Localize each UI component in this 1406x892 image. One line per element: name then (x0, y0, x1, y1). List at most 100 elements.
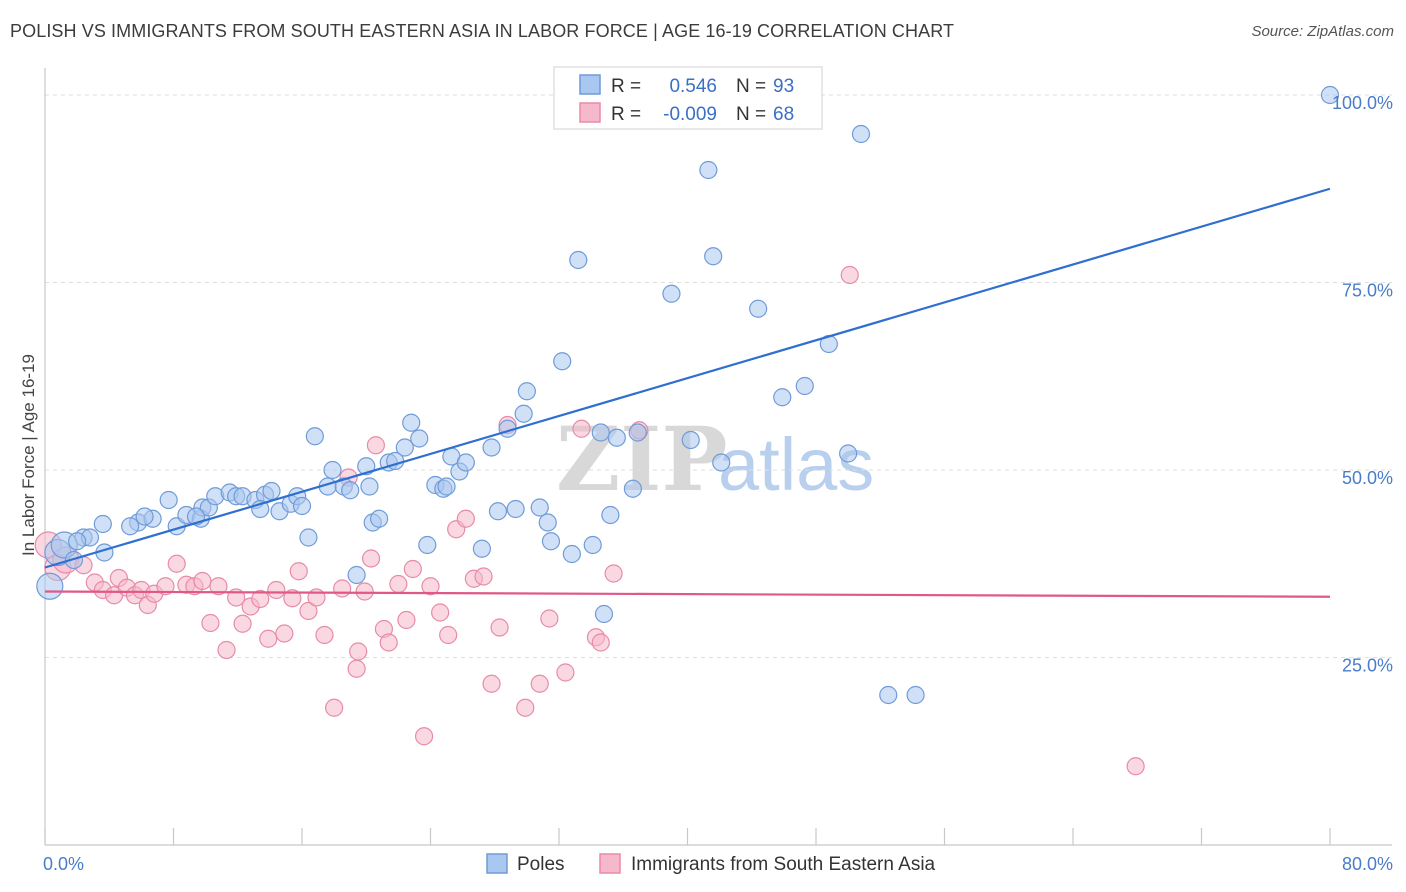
poles-point-12 (159, 490, 178, 510)
poles-point-32 (341, 481, 360, 500)
immigrants-point-24 (251, 589, 270, 609)
poles-point-28 (305, 427, 324, 446)
immigrants-point-28 (283, 589, 302, 608)
stats-n-label-pink: N = (736, 104, 766, 125)
poles-point-30 (323, 460, 342, 480)
poles-point-49 (482, 438, 501, 457)
poles-point-61 (591, 423, 610, 442)
poles-point-62 (594, 604, 614, 624)
stats-r-label-pink: R = (611, 104, 641, 125)
immigrants-point-53 (482, 674, 501, 693)
y-tick-label-1: 50.0% (1342, 468, 1393, 488)
poles-point-41 (410, 429, 429, 448)
poles-point-76 (839, 444, 858, 463)
poles-point-10 (121, 517, 140, 536)
immigrants-point-65 (840, 265, 859, 285)
poles-point-52 (514, 404, 533, 423)
immigrants-point-20 (217, 640, 236, 660)
poles-point-65 (623, 479, 642, 498)
immigrants-point-56 (516, 698, 535, 717)
immigrants-point-19 (209, 577, 228, 596)
immigrants-point-63 (604, 564, 623, 583)
immigrants-point-13 (156, 577, 175, 596)
immigrants-trend-line (44, 590, 1331, 598)
immigrants-point-22 (233, 614, 252, 633)
poles-point-36 (370, 509, 389, 528)
poles-point-86 (135, 507, 154, 526)
stats-n-value-blue: 93 (773, 76, 794, 97)
poles-point-58 (562, 544, 581, 564)
pink-series-points (34, 265, 1145, 776)
y-axis-label: In Labor Force | Age 16-19 (19, 354, 38, 556)
immigrants-point-38 (361, 549, 381, 568)
poles-point-64 (607, 428, 626, 447)
immigrants-point-50 (456, 509, 475, 528)
axes (44, 68, 1392, 846)
poles-point-72 (749, 299, 768, 318)
poles-point-89 (360, 477, 379, 496)
poles-point-5 (93, 514, 112, 534)
series-legend-label-immigrants: Immigrants from South Eastern Asia (631, 854, 936, 875)
poles-point-54 (530, 498, 549, 517)
poles-point-69 (699, 160, 718, 180)
immigrants-point-47 (431, 603, 450, 622)
poles-point-67 (662, 284, 681, 303)
series-legend-label-poles: Poles (517, 854, 565, 875)
stats-r-value-blue: 0.546 (669, 76, 717, 97)
poles-point-39 (395, 438, 414, 457)
stats-legend-swatch-pink (579, 102, 601, 123)
y-tick-label-3: 100.0% (1332, 93, 1393, 113)
immigrants-point-44 (403, 559, 422, 579)
immigrants-point-26 (267, 580, 286, 600)
immigrants-point-62 (591, 633, 610, 652)
blue-series-points (36, 85, 1340, 705)
grid-lines (45, 94, 1392, 658)
watermark-atlas: atlas (718, 423, 874, 506)
immigrants-point-42 (389, 574, 408, 594)
stats-r-label-blue: R = (611, 76, 641, 97)
immigrants-point-45 (414, 727, 434, 746)
immigrants-point-46 (421, 577, 440, 596)
chart-source: Source: ZipAtlas.com (1251, 23, 1394, 40)
poles-point-77 (851, 124, 871, 144)
immigrants-point-30 (299, 601, 318, 621)
poles-trend-line (44, 187, 1331, 569)
poles-point-48 (472, 539, 491, 558)
poles-point-50 (488, 502, 508, 521)
stats-r-value-pink: -0.009 (663, 104, 717, 125)
immigrants-point-36 (347, 659, 366, 678)
trend-lines (44, 187, 1331, 598)
poles-point-85 (68, 532, 87, 551)
poles-point-78 (879, 685, 898, 705)
immigrants-point-32 (315, 625, 334, 645)
poles-point-59 (569, 250, 588, 270)
immigrants-point-27 (275, 624, 294, 643)
poles-point-57 (553, 352, 572, 371)
poles-point-92 (292, 496, 312, 516)
series-legend-swatch-immigrants (599, 853, 621, 874)
poles-point-66 (628, 423, 647, 442)
poles-point-63 (601, 505, 620, 525)
immigrants-point-34 (333, 579, 352, 598)
poles-point-68 (681, 430, 700, 450)
stats-n-value-pink: 68 (773, 104, 794, 125)
poles-point-55 (538, 513, 557, 532)
poles-point-79 (906, 685, 925, 705)
tick-labels: 25.0% 50.0% 75.0% 100.0% 0.0% 80.0% (43, 93, 1393, 874)
poles-point-40 (402, 413, 421, 432)
immigrants-point-57 (530, 674, 549, 693)
immigrants-point-52 (474, 567, 493, 586)
poles-point-53 (517, 382, 536, 401)
immigrants-point-43 (397, 610, 416, 630)
chart-title: POLISH VS IMMIGRANTS FROM SOUTH EASTERN … (10, 21, 955, 41)
immigrants-point-37 (355, 582, 374, 601)
poles-point-73 (773, 388, 792, 407)
stats-legend-swatch-blue (579, 74, 601, 95)
poles-point-27 (299, 528, 318, 547)
immigrants-point-54 (490, 618, 509, 637)
immigrants-point-18 (201, 613, 220, 633)
y-tick-label-2: 75.0% (1342, 281, 1393, 301)
poles-point-33 (347, 565, 366, 585)
poles-point-70 (704, 247, 723, 266)
